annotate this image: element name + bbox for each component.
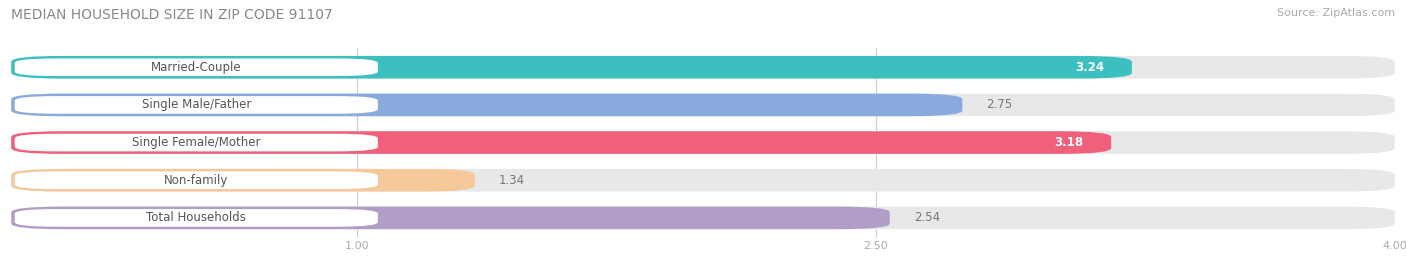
Text: Married-Couple: Married-Couple	[150, 61, 242, 74]
FancyBboxPatch shape	[11, 56, 1132, 79]
FancyBboxPatch shape	[14, 58, 378, 76]
FancyBboxPatch shape	[11, 94, 962, 116]
Text: Source: ZipAtlas.com: Source: ZipAtlas.com	[1277, 8, 1395, 18]
FancyBboxPatch shape	[11, 131, 1111, 154]
FancyBboxPatch shape	[14, 96, 378, 114]
FancyBboxPatch shape	[11, 94, 1395, 116]
Text: MEDIAN HOUSEHOLD SIZE IN ZIP CODE 91107: MEDIAN HOUSEHOLD SIZE IN ZIP CODE 91107	[11, 8, 333, 22]
FancyBboxPatch shape	[11, 131, 1395, 154]
Text: Non-family: Non-family	[165, 174, 229, 187]
FancyBboxPatch shape	[14, 171, 378, 189]
Text: 3.24: 3.24	[1076, 61, 1104, 74]
Text: 2.75: 2.75	[987, 98, 1012, 111]
Text: Total Households: Total Households	[146, 211, 246, 224]
Text: 2.54: 2.54	[914, 211, 941, 224]
Text: Single Female/Mother: Single Female/Mother	[132, 136, 260, 149]
FancyBboxPatch shape	[11, 169, 1395, 192]
FancyBboxPatch shape	[11, 169, 475, 192]
FancyBboxPatch shape	[14, 209, 378, 227]
Text: 1.34: 1.34	[499, 174, 524, 187]
FancyBboxPatch shape	[11, 207, 890, 229]
Text: 3.18: 3.18	[1054, 136, 1084, 149]
FancyBboxPatch shape	[11, 207, 1395, 229]
Text: Single Male/Father: Single Male/Father	[142, 98, 252, 111]
FancyBboxPatch shape	[14, 134, 378, 151]
FancyBboxPatch shape	[11, 56, 1395, 79]
